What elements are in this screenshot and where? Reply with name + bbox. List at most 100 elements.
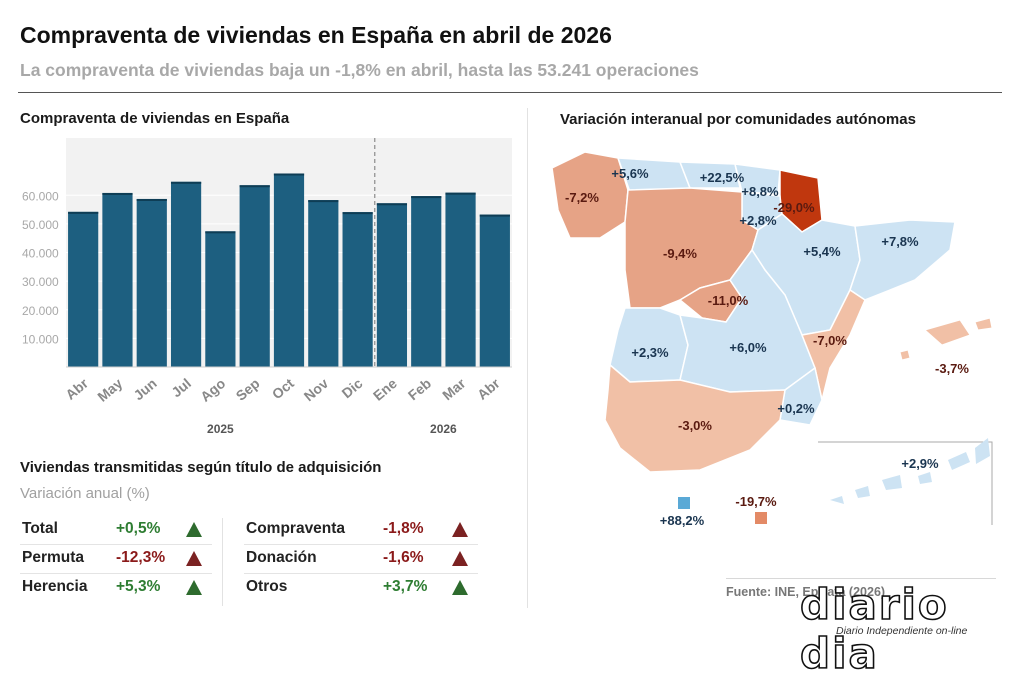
bar-top	[68, 211, 99, 214]
map-label: +22,5%	[700, 170, 745, 185]
table-row-label: Permuta	[22, 549, 85, 566]
map-label: +0,2%	[777, 401, 815, 416]
map-label: +88,2%	[660, 513, 705, 528]
trend-down-icon	[186, 551, 202, 566]
page-title: Compraventa de viviendas en España en ab…	[20, 22, 612, 48]
map-label: -7,0%	[813, 333, 847, 348]
table-row-label: Donación	[246, 549, 317, 566]
table-row-label: Otros	[246, 578, 288, 595]
bar-top	[308, 200, 339, 203]
map-title: Variación interanual por comunidades aut…	[560, 111, 916, 128]
bar	[205, 231, 236, 367]
map-label: -29,0%	[773, 200, 815, 215]
header-divider	[18, 92, 1002, 93]
x-tick-label: Jul	[168, 375, 194, 400]
map-label: -11,0%	[708, 293, 749, 308]
trend-up-icon	[186, 580, 202, 595]
table-row-label: Herencia	[22, 578, 88, 595]
x-tick-label: May	[94, 375, 125, 405]
x-tick-label: Oct	[269, 375, 297, 402]
map-label: +2,8%	[739, 213, 777, 228]
table-row-value: -12,3%	[116, 549, 166, 566]
table-row-divider	[20, 544, 212, 545]
year-label: 2025	[207, 422, 234, 436]
bar	[136, 198, 167, 367]
table-row-value: -1,8%	[383, 520, 424, 537]
bar	[411, 196, 442, 367]
x-tick-label: Abr	[62, 375, 91, 403]
bar-top	[342, 212, 373, 215]
map-label: +2,9%	[901, 456, 939, 471]
table-row-divider	[244, 573, 478, 574]
map-label: -19,7%	[735, 494, 777, 509]
bar	[376, 203, 408, 367]
spain-map: +5,6% +22,5% +8,8% -29,0% -7,2% +2,8% -9…	[551, 151, 993, 528]
bar	[68, 211, 99, 367]
trend-up-icon	[452, 580, 468, 595]
x-tick-label: Feb	[405, 375, 434, 403]
bar	[445, 192, 476, 367]
table-title: Viviendas transmitidas según título de a…	[20, 459, 382, 476]
map-label: -9,4%	[663, 246, 697, 261]
bar	[239, 185, 270, 367]
map-label: -3,7%	[935, 361, 969, 376]
x-tick-label: Jun	[130, 375, 159, 403]
x-tick-label: Sep	[233, 375, 263, 404]
y-tick-label: 30.000	[22, 275, 59, 289]
bar-top	[445, 192, 476, 195]
map-label: +6,0%	[729, 340, 767, 355]
bar-top	[136, 198, 167, 201]
x-tick-label: Ene	[370, 375, 400, 404]
source-note: Fuente: INE, EpData (2026)	[726, 578, 996, 606]
region-melilla	[755, 512, 767, 524]
region-andalucia	[604, 363, 786, 473]
table-row-divider	[20, 573, 212, 574]
bar-top	[205, 231, 236, 234]
bar	[308, 200, 339, 367]
bar	[479, 214, 510, 367]
table-row-label: Compraventa	[246, 520, 346, 537]
region-ceuta	[678, 497, 690, 509]
table-row-value: +0,5%	[116, 520, 161, 537]
bar	[102, 192, 133, 367]
x-tick-label: Abr	[474, 375, 503, 403]
canarias-box	[818, 441, 993, 525]
region-cataluna	[849, 219, 956, 301]
table-subtitle: Variación anual (%)	[20, 485, 150, 502]
bar-chart-title: Compraventa de viviendas en España	[20, 110, 290, 127]
table-row-value: -1,6%	[383, 549, 424, 566]
trend-down-icon	[452, 551, 468, 566]
bar	[170, 181, 202, 367]
region-pais-vasco	[734, 163, 781, 195]
table-row-value: +5,3%	[116, 578, 161, 595]
bar-top	[102, 192, 133, 195]
map-label: +8,8%	[741, 184, 779, 199]
trend-down-icon	[452, 522, 468, 537]
region-valencia	[800, 288, 866, 401]
trend-up-icon	[186, 522, 202, 537]
region-cantabria	[678, 161, 741, 189]
bar	[342, 212, 373, 367]
table-row-divider	[244, 544, 478, 545]
y-tick-label: 10.000	[22, 332, 59, 346]
table-row-value: +3,7%	[383, 578, 428, 595]
x-tick-label: Ago	[197, 375, 228, 405]
map-label: +5,6%	[611, 166, 649, 181]
bar-top	[239, 185, 270, 188]
region-canarias	[830, 438, 990, 504]
bar-top	[170, 181, 202, 184]
bar-top	[411, 196, 442, 199]
map-label: +5,4%	[803, 244, 841, 259]
table-column-divider	[222, 518, 223, 606]
x-tick-label: Dic	[339, 375, 366, 401]
x-tick-label: Mar	[439, 375, 469, 404]
map-label: +2,3%	[631, 345, 669, 360]
map-label: +7,8%	[881, 234, 919, 249]
map-label: -7,2%	[565, 190, 599, 205]
page-subtitle: La compraventa de viviendas baja un -1,8…	[20, 60, 699, 80]
map-label: -3,0%	[678, 418, 712, 433]
y-tick-label: 20.000	[22, 304, 59, 318]
year-label: 2026	[430, 422, 457, 436]
bar-top	[273, 173, 305, 176]
